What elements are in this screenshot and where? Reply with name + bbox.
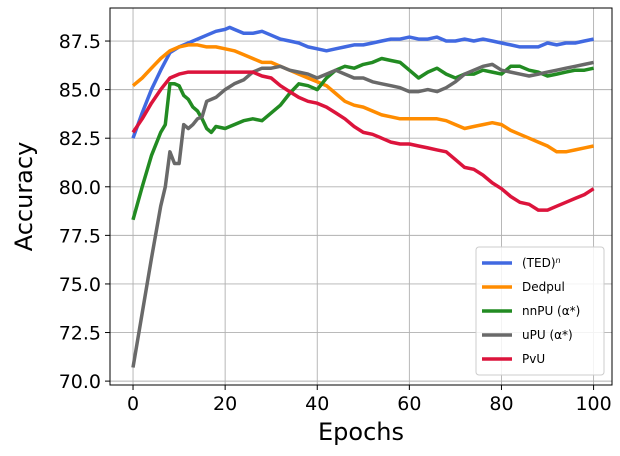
legend-label-upu: uPU (α*) [522, 328, 573, 342]
series-lines [131, 25, 595, 368]
legend-box [475, 246, 605, 376]
y-tick-label: 80.0 [59, 177, 101, 199]
y-tick-label: 82.5 [59, 128, 101, 150]
y-tick-label: 85.0 [59, 80, 101, 102]
series-line-dedpul [131, 43, 594, 154]
legend-label-ted: (TED)n [522, 256, 561, 271]
y-axis-title: Accuracy [10, 142, 38, 252]
x-tick-label: 0 [127, 393, 139, 415]
series-line-upu [131, 60, 594, 368]
x-tick-label: 20 [213, 393, 237, 415]
y-tick-label: 72.5 [59, 323, 101, 345]
legend-label-dedpul: Dedpul [522, 280, 565, 294]
x-tick-label: 60 [397, 393, 421, 415]
x-axis-title: Epochs [318, 418, 404, 446]
x-tick-label: 40 [305, 393, 329, 415]
series-line-ted [131, 25, 594, 139]
plot-frame [109, 7, 613, 386]
legend-label-superscript: n [556, 256, 561, 265]
y-tick-label: 70.0 [59, 371, 101, 393]
legend-label-nnpu: nnPU (α*) [522, 304, 580, 318]
y-tick-label: 77.5 [59, 225, 101, 247]
legend: (TED)n Dedpul nnPU (α*) uPU (α*) PvU [475, 246, 605, 376]
x-tick-label: 80 [489, 393, 513, 415]
series-line-pvu [131, 70, 595, 212]
axis-ticks: 0 20 40 60 80 100 70.0 72.5 75.0 77.5 80.0 82.5 85.0… [59, 31, 612, 415]
series-line-nnpu [131, 56, 594, 221]
y-tick-label: 87.5 [59, 31, 101, 53]
y-tick-label: 75.0 [59, 274, 101, 296]
x-tick-label: 100 [575, 393, 611, 415]
grid [110, 8, 612, 385]
legend-label-pvu: PvU [522, 352, 545, 366]
